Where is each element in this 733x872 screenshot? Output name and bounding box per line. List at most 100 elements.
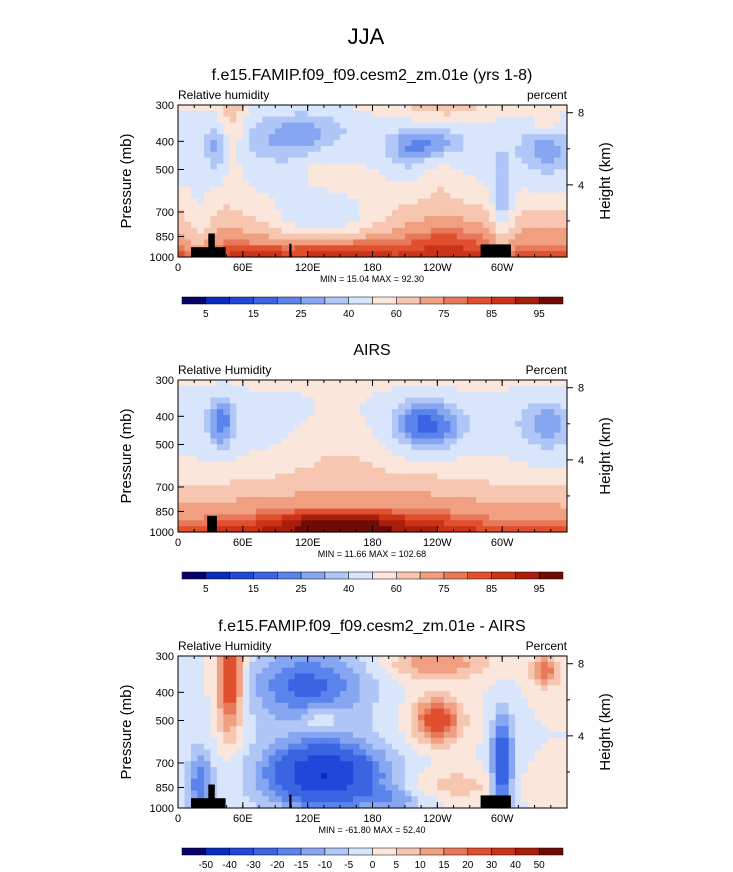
heatmap-cell xyxy=(281,116,289,124)
heatmap-cell xyxy=(482,696,490,704)
heatmap-cell xyxy=(437,508,445,516)
heatmap-cell xyxy=(534,743,542,751)
heatmap-cell xyxy=(229,186,237,194)
heatmap-cell xyxy=(534,732,542,739)
heatmap-cell xyxy=(307,380,315,387)
heatmap-cell xyxy=(314,467,322,475)
heatmap-cell xyxy=(340,426,348,434)
heatmap-cell xyxy=(456,802,464,809)
heatmap-cell xyxy=(547,438,555,445)
heatmap-cell xyxy=(307,796,315,803)
heatmap-cell xyxy=(541,514,549,521)
heatmap-cell xyxy=(521,450,529,457)
heatmap-cell xyxy=(190,438,199,445)
heatmap-cell xyxy=(554,467,562,475)
heatmap-cell xyxy=(184,140,192,147)
heatmap-cell xyxy=(294,496,302,504)
heatmap-cell xyxy=(560,385,568,393)
heatmap-cell xyxy=(411,128,419,135)
heatmap-cell xyxy=(554,696,562,704)
heatmap-cell xyxy=(482,520,490,527)
heatmap-cell xyxy=(541,790,549,797)
heatmap-cell xyxy=(385,667,393,675)
heatmap-cell xyxy=(340,702,348,710)
heatmap-cell xyxy=(236,467,244,475)
heatmap-cell xyxy=(242,409,250,416)
heatmap-cell xyxy=(353,385,361,393)
heatmap-cell xyxy=(463,520,471,527)
heatmap-cell xyxy=(554,221,562,229)
heatmap-cell xyxy=(249,473,257,480)
heatmap-cell xyxy=(242,186,250,194)
heatmap-cell xyxy=(223,145,231,153)
heatmap-cell xyxy=(411,397,419,404)
heatmap-cell xyxy=(229,251,237,258)
heatmap-cell xyxy=(307,778,315,786)
heatmap-cell xyxy=(417,216,425,223)
heatmap-cell xyxy=(242,749,250,756)
heatmap-cell xyxy=(216,116,224,124)
heatmap-cell xyxy=(255,673,263,680)
heatmap-cell xyxy=(404,110,412,118)
heatmap-cell xyxy=(534,145,542,153)
heatmap-cell xyxy=(307,702,315,710)
heatmap-cell xyxy=(242,438,250,445)
heatmap-cell xyxy=(437,656,445,663)
heatmap-cell xyxy=(534,673,542,680)
heatmap-cell xyxy=(353,239,361,246)
heatmap-cell xyxy=(372,790,380,797)
heatmap-cell xyxy=(502,514,510,521)
heatmap-cell xyxy=(398,761,406,768)
colorbar-swatch xyxy=(229,571,254,580)
heatmap-cell xyxy=(430,796,438,803)
heatmap-cell xyxy=(314,216,322,223)
heatmap-cell xyxy=(249,714,257,721)
heatmap-cell xyxy=(275,391,283,399)
heatmap-cell xyxy=(482,391,490,399)
heatmap-cell xyxy=(294,667,302,675)
heatmap-cell xyxy=(547,145,555,153)
heatmap-cell xyxy=(184,479,192,486)
heatmap-cell xyxy=(417,245,425,252)
heatmap-cell xyxy=(372,239,380,246)
heatmap-cell xyxy=(508,667,516,675)
heatmap-cell xyxy=(275,656,283,663)
heatmap-cell xyxy=(443,467,451,475)
heatmap-cell xyxy=(528,661,536,669)
heatmap-cell xyxy=(560,790,568,797)
heatmap-cell xyxy=(178,685,186,692)
heatmap-cell xyxy=(320,397,328,404)
heatmap-cell xyxy=(178,767,186,774)
heatmap-cell xyxy=(210,116,218,124)
heatmap-cell xyxy=(255,391,263,399)
heatmap-cell xyxy=(333,397,341,404)
heatmap-cell xyxy=(417,661,425,669)
heatmap-cell xyxy=(184,691,192,698)
heatmap-cell xyxy=(424,502,432,510)
heatmap-cell xyxy=(437,216,445,223)
heatmap-cell xyxy=(281,169,289,176)
heatmap-cell xyxy=(560,420,568,428)
heatmap-cell xyxy=(190,192,199,200)
heatmap-cell xyxy=(262,186,270,194)
heatmap-cell xyxy=(301,720,309,727)
heatmap-cell xyxy=(281,784,289,792)
heatmap-cell xyxy=(528,784,536,792)
heatmap-cell xyxy=(346,134,354,141)
heatmap-cell xyxy=(249,438,257,445)
heatmap-cell xyxy=(307,438,315,445)
heatmap-cell xyxy=(391,673,400,680)
heatmap-cell xyxy=(560,227,568,235)
heatmap-cell xyxy=(275,467,283,475)
heatmap-cell xyxy=(210,755,218,762)
heatmap-cell xyxy=(515,122,523,129)
heatmap-cell xyxy=(223,134,231,141)
heatmap-cell xyxy=(216,192,224,200)
heatmap-cell xyxy=(333,456,341,463)
heatmap-cell xyxy=(515,403,523,410)
heatmap-cell xyxy=(554,186,562,194)
heatmap-cell xyxy=(262,128,270,135)
heatmap-cell xyxy=(190,520,199,527)
heatmap-cell xyxy=(346,210,354,217)
heatmap-cell xyxy=(534,227,542,235)
